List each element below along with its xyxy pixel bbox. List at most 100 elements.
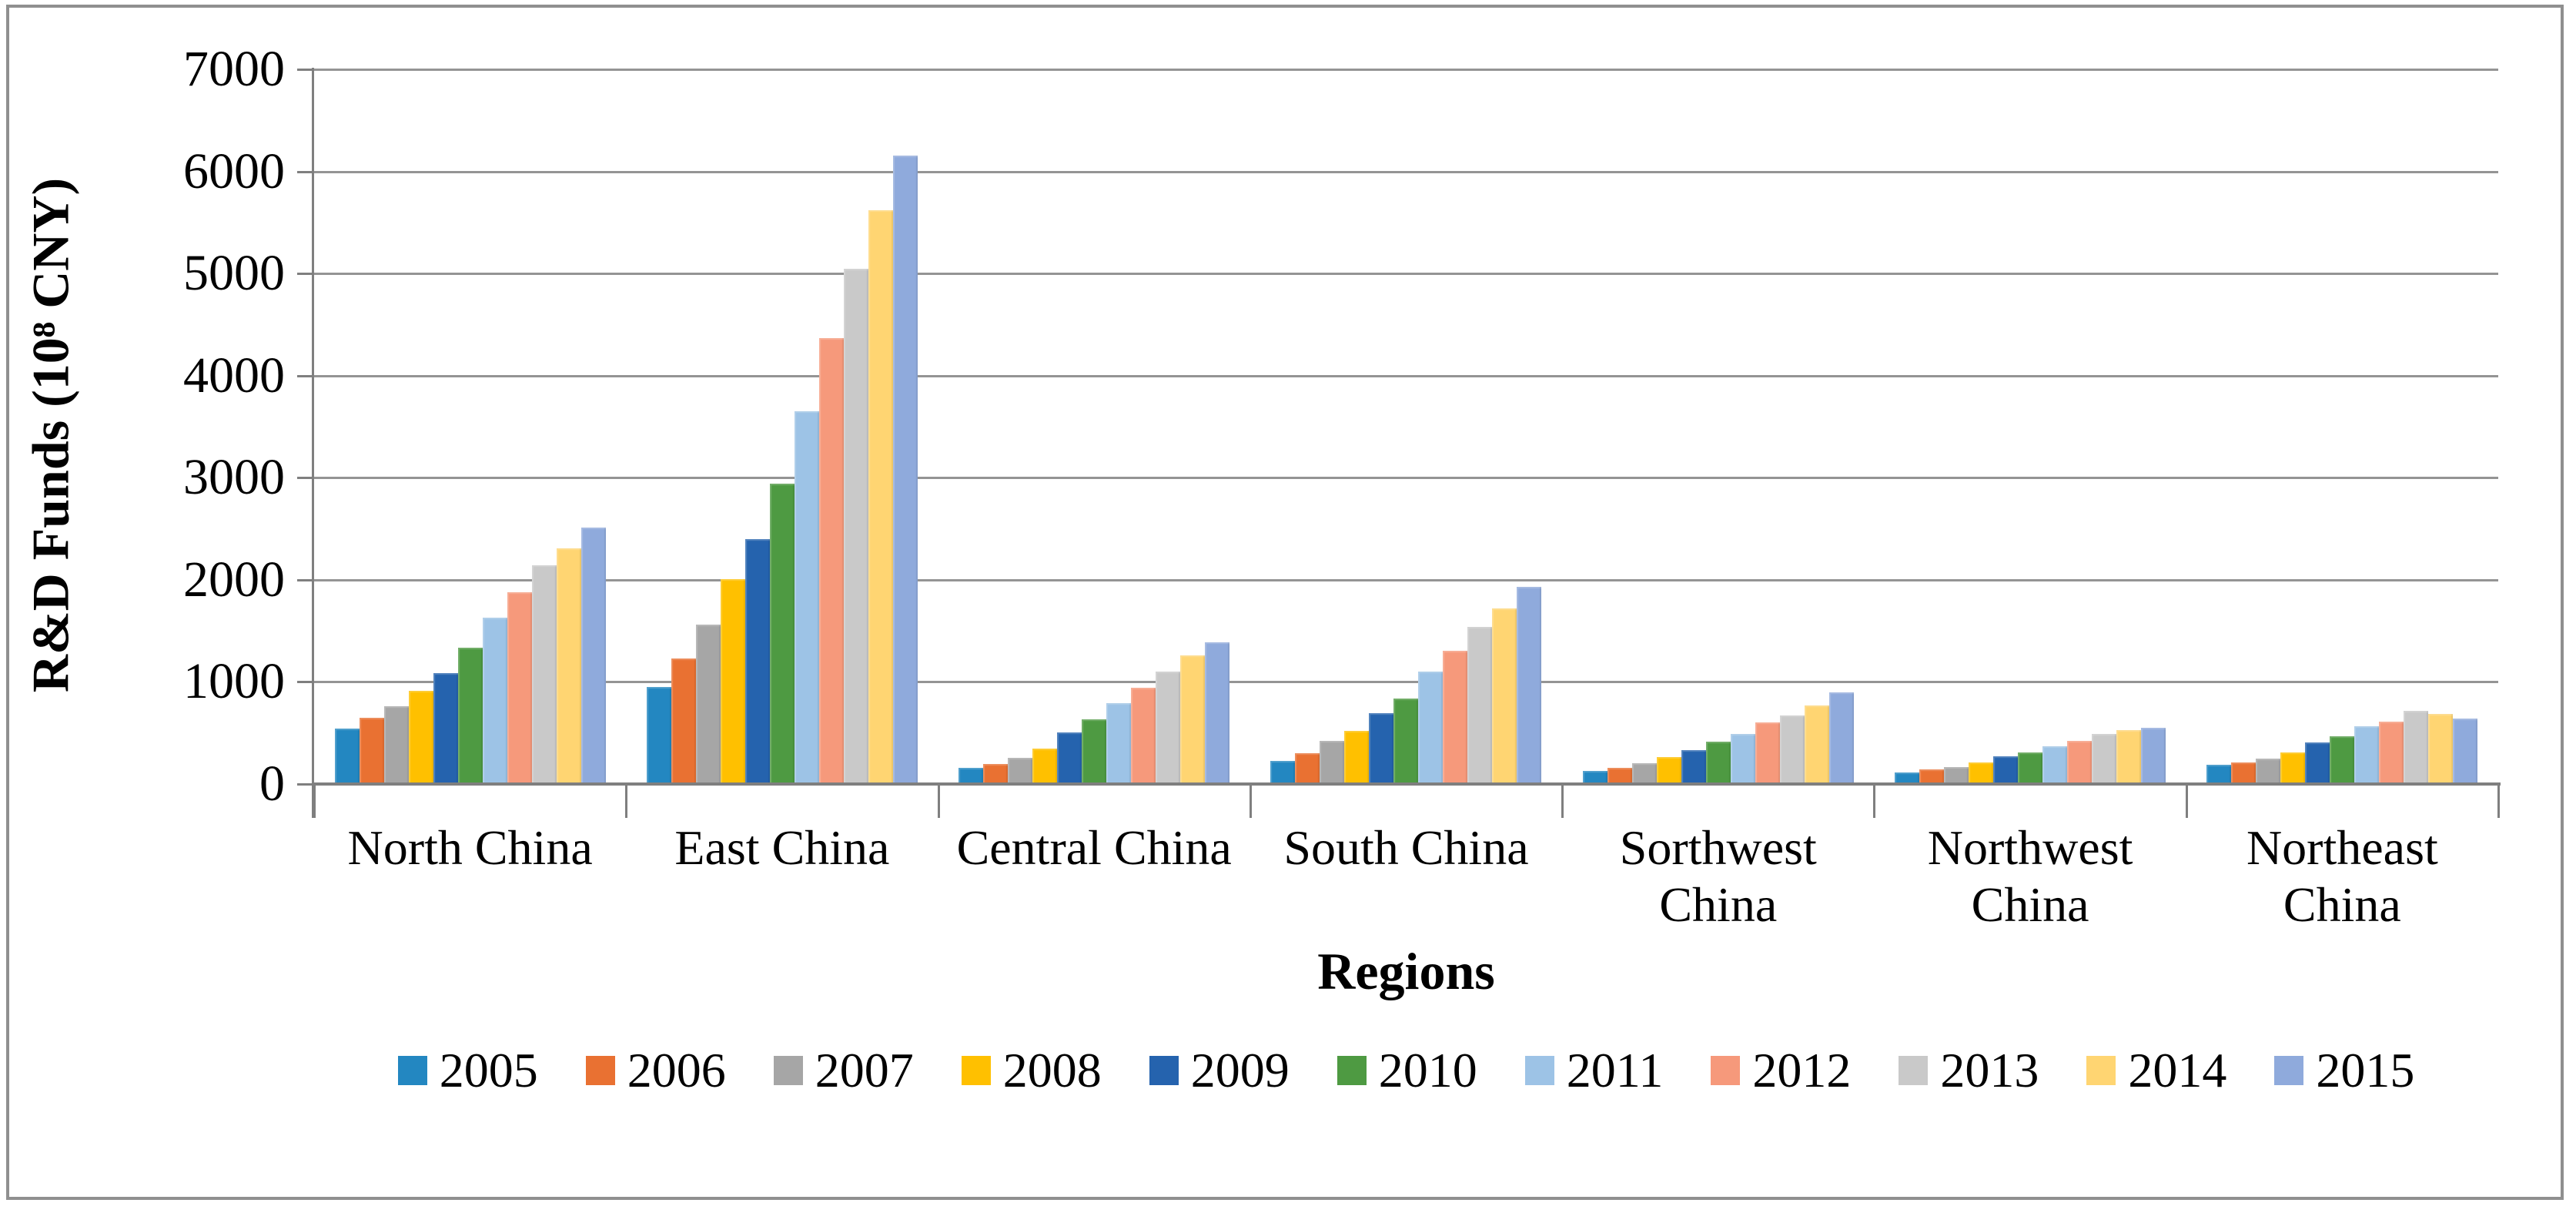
bar (2453, 718, 2478, 784)
y-tick-mark (297, 578, 314, 581)
legend-item: 2012 (1711, 1046, 1851, 1095)
bar (1082, 719, 1107, 784)
bar (2256, 758, 2281, 784)
legend-swatch (961, 1056, 991, 1085)
y-tick-mark (297, 170, 314, 173)
x-category-label: Central China (956, 820, 1232, 875)
bar (769, 484, 795, 784)
gridline (314, 374, 2498, 377)
bar (1993, 756, 2019, 784)
legend-label: 2007 (815, 1043, 914, 1097)
y-tick-label: 4000 (183, 347, 285, 404)
x-tick-mark (1561, 784, 1564, 818)
bar (2231, 762, 2257, 784)
bar (1517, 587, 1542, 784)
bar (1270, 761, 1296, 784)
x-category-label: East China (674, 820, 890, 875)
legend-item: 2008 (961, 1043, 1102, 1097)
gridline (314, 681, 2498, 684)
y-tick-mark (297, 783, 314, 786)
legend-item: 2007 (773, 1043, 914, 1097)
bar (408, 691, 433, 784)
y-tick-label: 3000 (183, 449, 285, 506)
bar (1156, 672, 1181, 784)
bar (2116, 729, 2142, 784)
gridline (314, 273, 2498, 276)
bar (1705, 741, 1731, 784)
bar (1607, 767, 1632, 784)
bar-group (626, 69, 938, 784)
y-tick-label: 1000 (183, 653, 285, 710)
bar (482, 617, 507, 784)
bar (2330, 736, 2355, 784)
x-tick-mark (2185, 784, 2188, 818)
bar (2379, 722, 2404, 784)
bar (1656, 756, 1681, 784)
bar (2206, 764, 2232, 784)
bar (843, 268, 868, 784)
x-axis-title: Regions (1317, 942, 1495, 1000)
x-category-label: Sorthwest China (1619, 820, 1817, 932)
bar (1131, 688, 1156, 784)
bar (1631, 762, 1657, 784)
bar (1320, 741, 1345, 784)
bar (1106, 703, 1132, 784)
legend-swatch (1711, 1056, 1741, 1085)
bar (1369, 712, 1394, 784)
y-tick-mark (297, 273, 314, 276)
bar (1944, 767, 1969, 784)
bar (1828, 692, 1854, 784)
bar (1180, 655, 1206, 784)
x-category-label: North China (347, 820, 593, 875)
legend-item: 2010 (1337, 1046, 1477, 1095)
x-category-label: South China (1283, 820, 1529, 875)
legend-label: 2008 (1002, 1043, 1102, 1097)
legend-swatch (1149, 1056, 1179, 1085)
y-tick-label: 7000 (183, 41, 285, 97)
bar (695, 625, 721, 784)
bar-group (314, 69, 626, 784)
bar (1755, 722, 1780, 784)
bar (1205, 642, 1230, 784)
legend-swatch (585, 1056, 615, 1085)
bar (794, 411, 819, 784)
legend-item: 2014 (2086, 1046, 2226, 1095)
x-category-label: Northwest China (1927, 820, 2133, 932)
plot-area (314, 69, 2498, 784)
legend-label: 2013 (1940, 1043, 2039, 1097)
bar (958, 767, 984, 784)
bar (433, 673, 458, 784)
x-tick-mark (937, 784, 940, 818)
legend-swatch (1337, 1056, 1367, 1085)
gridline (314, 477, 2498, 480)
legend-label: 2011 (1566, 1043, 1664, 1097)
bar (1008, 758, 1033, 784)
x-tick-mark (2497, 784, 2500, 818)
x-axis-baseline (314, 782, 2501, 786)
bar-group (1250, 69, 1562, 784)
legend-item: 2005 (397, 1046, 538, 1095)
bar (2141, 728, 2166, 784)
bar (1344, 731, 1370, 784)
gridline (314, 69, 2498, 71)
bar (671, 658, 696, 784)
legend-item: 2009 (1149, 1046, 1290, 1095)
bar (2305, 742, 2330, 784)
bar-group (938, 69, 1250, 784)
bar (507, 591, 532, 784)
bar (818, 337, 844, 784)
bar (2404, 711, 2429, 784)
bar (1295, 752, 1320, 784)
legend-label: 2009 (1190, 1043, 1290, 1097)
bar-group (2186, 69, 2498, 784)
bar (2428, 713, 2454, 784)
legend-item: 2006 (585, 1046, 726, 1095)
gridline (314, 578, 2498, 581)
legend-swatch (773, 1056, 803, 1085)
bar (983, 763, 1009, 784)
bar (1032, 748, 1058, 784)
y-tick-label: 6000 (183, 142, 285, 199)
bar (892, 156, 918, 784)
bar (1393, 699, 1419, 784)
bar (646, 687, 671, 784)
